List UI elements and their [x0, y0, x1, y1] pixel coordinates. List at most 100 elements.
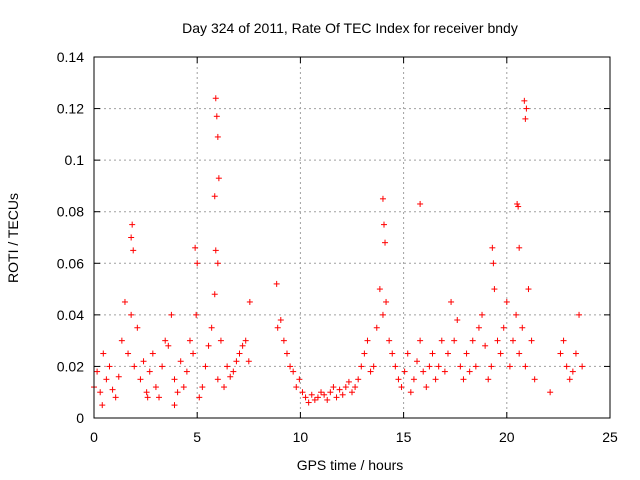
data-point [144, 394, 151, 401]
data-point [156, 394, 163, 401]
data-point [159, 363, 166, 370]
data-point [230, 368, 237, 375]
data-point [330, 384, 337, 391]
data-point [129, 221, 136, 228]
data-point [99, 402, 106, 409]
plot-frame [93, 56, 611, 419]
x-axis-label: GPS time / hours [297, 457, 404, 473]
data-point [432, 376, 439, 383]
data-point [137, 376, 144, 383]
data-point [516, 244, 523, 251]
data-point [211, 193, 218, 200]
data-point [525, 286, 532, 293]
data-point [293, 384, 300, 391]
data-point [287, 363, 294, 370]
data-point [407, 389, 414, 396]
data-point [97, 389, 104, 396]
data-point [454, 317, 461, 324]
data-point [420, 368, 427, 375]
data-point [115, 373, 122, 380]
data-point [274, 324, 281, 331]
data-point [180, 384, 187, 391]
data-point [183, 368, 190, 375]
x-tick-labels: 0 5 10 15 20 25 [90, 429, 618, 445]
data-point [386, 337, 393, 344]
data-point [318, 389, 325, 396]
data-point [345, 378, 352, 385]
data-point [457, 363, 464, 370]
data-point [336, 386, 343, 393]
data-point [469, 337, 476, 344]
data-point [509, 337, 516, 344]
data-point [152, 384, 159, 391]
data-point [364, 337, 371, 344]
data-point [576, 311, 583, 318]
data-point [560, 337, 567, 344]
data-point [324, 396, 331, 403]
data-point [488, 363, 495, 370]
y-tick-label: 0.06 [57, 255, 84, 271]
data-point [417, 337, 424, 344]
data-point [491, 286, 498, 293]
data-point [212, 95, 219, 102]
data-point [211, 291, 218, 298]
data-point [395, 376, 402, 383]
data-point [146, 368, 153, 375]
data-point [489, 244, 496, 251]
data-point [380, 221, 387, 228]
data-point [100, 350, 107, 357]
x-tick-label: 5 [193, 429, 201, 445]
data-point [389, 350, 396, 357]
data-point [404, 350, 411, 357]
data-point [352, 384, 359, 391]
data-point [106, 363, 113, 370]
data-point [277, 317, 284, 324]
data-point [475, 324, 482, 331]
data-point [506, 363, 513, 370]
data-point [215, 175, 222, 182]
data-point [522, 115, 529, 122]
data-point [349, 389, 355, 396]
data-point [192, 244, 199, 251]
data-point [246, 298, 253, 305]
data-point [367, 368, 374, 375]
data-point [497, 350, 504, 357]
data-point [485, 376, 492, 383]
y-tick-label: 0.02 [57, 358, 84, 374]
data-point [557, 350, 564, 357]
data-point [134, 324, 141, 331]
data-point [242, 337, 249, 344]
data-point [296, 376, 303, 383]
data-point [299, 389, 306, 396]
data-point [382, 239, 389, 246]
data-point [327, 389, 334, 396]
data-point [519, 324, 526, 331]
data-point [333, 394, 340, 401]
data-point [500, 324, 507, 331]
data-point [168, 311, 175, 318]
data-point [283, 350, 290, 357]
data-point [513, 311, 520, 318]
data-point [563, 363, 570, 370]
data-point [162, 337, 169, 344]
chart-title: Day 324 of 2011, Rate Of TEC Index for r… [182, 20, 518, 36]
data-point [245, 358, 252, 365]
data-point [196, 394, 203, 401]
x-tick-label: 25 [602, 429, 618, 445]
data-point [417, 200, 424, 207]
y-tick-label: 0.04 [57, 307, 84, 323]
data-point [414, 358, 421, 365]
data-point [186, 337, 193, 344]
data-point [213, 113, 220, 120]
data-point [358, 363, 365, 370]
data-point [121, 298, 128, 305]
data-point [448, 298, 455, 305]
data-point [214, 376, 221, 383]
data-point [579, 363, 586, 370]
data-point [149, 350, 156, 357]
data-point [314, 394, 321, 401]
axis-ticks [93, 56, 611, 419]
data-point [444, 350, 451, 357]
data-point [194, 260, 201, 267]
